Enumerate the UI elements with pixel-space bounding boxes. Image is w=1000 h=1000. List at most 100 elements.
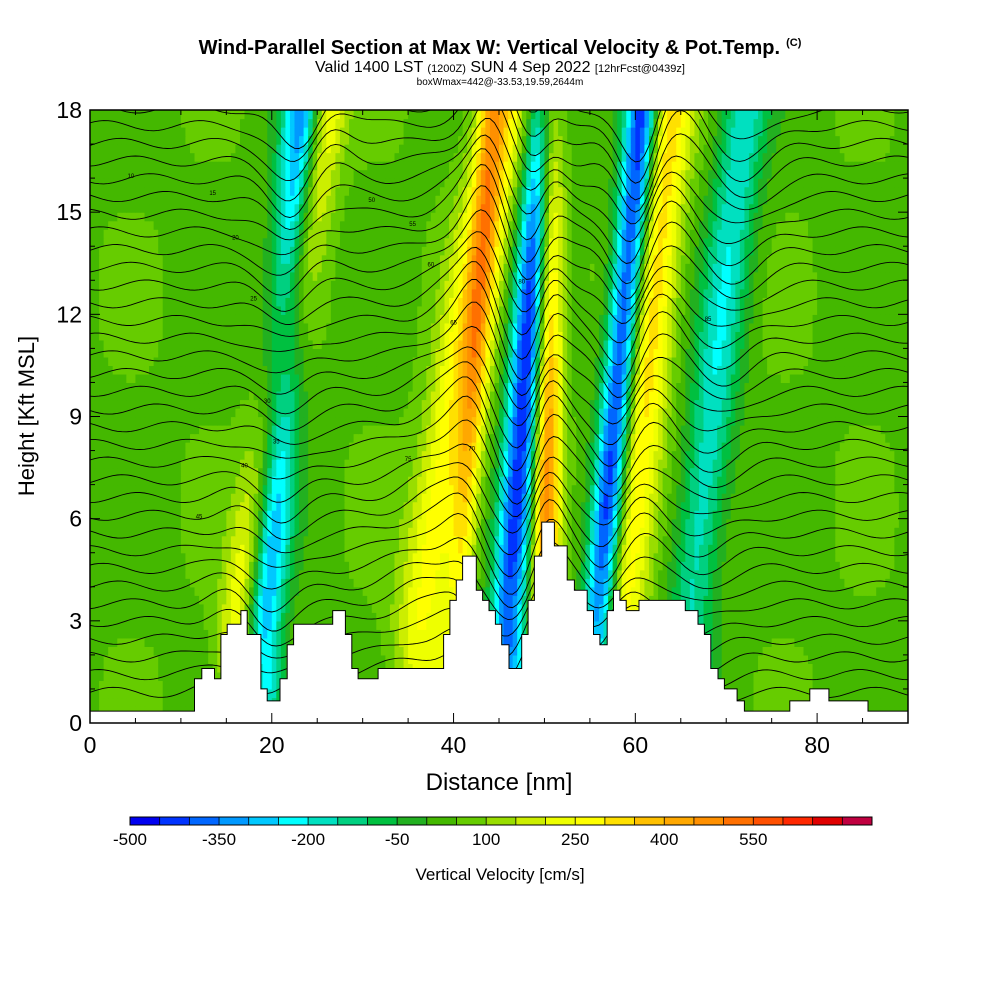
velocity-cell bbox=[426, 544, 432, 554]
velocity-cell bbox=[367, 671, 373, 682]
velocity-cell bbox=[508, 493, 514, 503]
velocity-cell bbox=[430, 646, 436, 656]
velocity-cell bbox=[485, 510, 491, 520]
velocity-cell bbox=[671, 578, 677, 588]
velocity-cell bbox=[139, 501, 146, 511]
velocity-cell bbox=[344, 518, 350, 528]
velocity-cell bbox=[230, 493, 237, 503]
velocity-cell bbox=[449, 595, 455, 605]
velocity-cell bbox=[349, 620, 355, 630]
velocity-cell bbox=[412, 535, 418, 545]
velocity-cell bbox=[430, 561, 436, 571]
velocity-cell bbox=[458, 561, 464, 571]
velocity-cell bbox=[844, 646, 850, 656]
velocity-cell bbox=[358, 510, 364, 520]
velocity-cell bbox=[744, 510, 750, 520]
velocity-cell bbox=[421, 510, 427, 520]
velocity-cell bbox=[730, 561, 736, 571]
velocity-cell bbox=[658, 510, 664, 520]
velocity-cell bbox=[199, 484, 205, 494]
velocity-cell bbox=[780, 629, 786, 639]
velocity-cell bbox=[335, 518, 341, 528]
velocity-cell bbox=[217, 518, 223, 528]
velocity-cell bbox=[494, 586, 500, 596]
velocity-cell bbox=[335, 595, 341, 605]
velocity-cell bbox=[480, 569, 486, 579]
velocity-cell bbox=[617, 493, 623, 503]
velocity-cell bbox=[739, 544, 745, 554]
velocity-cell bbox=[153, 620, 159, 630]
velocity-cell bbox=[499, 535, 505, 545]
velocity-cell bbox=[217, 637, 223, 647]
velocity-cell bbox=[826, 646, 832, 656]
velocity-cell bbox=[471, 493, 477, 503]
velocity-cell bbox=[826, 612, 832, 622]
velocity-cell bbox=[280, 569, 287, 579]
velocity-cell bbox=[285, 518, 291, 528]
velocity-cell bbox=[399, 620, 405, 630]
velocity-cell bbox=[117, 612, 123, 622]
velocity-cell bbox=[380, 501, 386, 511]
velocity-cell bbox=[412, 603, 418, 613]
velocity-cell bbox=[139, 637, 146, 647]
velocity-cell bbox=[199, 569, 205, 579]
velocity-cell bbox=[217, 561, 223, 571]
velocity-cell bbox=[658, 586, 664, 596]
velocity-cell bbox=[667, 569, 673, 579]
velocity-cell bbox=[589, 527, 596, 537]
velocity-cell bbox=[230, 535, 237, 545]
velocity-cell bbox=[885, 705, 891, 716]
velocity-cell bbox=[303, 578, 309, 588]
velocity-cell bbox=[208, 595, 214, 605]
velocity-cell bbox=[99, 578, 105, 588]
velocity-cell bbox=[735, 637, 741, 647]
velocity-cell bbox=[708, 552, 714, 562]
velocity-cell bbox=[762, 629, 768, 639]
velocity-cell bbox=[444, 595, 450, 605]
velocity-cell bbox=[648, 501, 655, 511]
velocity-cell bbox=[880, 527, 886, 537]
velocity-cell bbox=[144, 637, 150, 647]
velocity-cell bbox=[598, 561, 605, 571]
velocity-cell bbox=[271, 629, 277, 639]
velocity-cell bbox=[798, 620, 805, 630]
velocity-cell bbox=[153, 527, 159, 537]
velocity-cell bbox=[417, 544, 423, 554]
velocity-cell bbox=[753, 518, 759, 528]
velocity-cell bbox=[230, 612, 237, 622]
velocity-cell bbox=[867, 654, 873, 664]
velocity-cell bbox=[762, 518, 768, 528]
velocity-cell bbox=[748, 697, 755, 707]
velocity-cell bbox=[748, 680, 755, 690]
velocity-cell bbox=[267, 680, 273, 690]
velocity-cell bbox=[280, 578, 287, 588]
velocity-cell bbox=[117, 629, 123, 639]
velocity-cell bbox=[512, 561, 518, 571]
velocity-cell bbox=[403, 510, 409, 520]
velocity-cell bbox=[144, 586, 150, 596]
velocity-cell bbox=[885, 654, 891, 664]
velocity-cell bbox=[153, 697, 159, 707]
velocity-cell bbox=[848, 586, 855, 596]
velocity-cell bbox=[848, 510, 855, 520]
velocity-cell bbox=[853, 680, 859, 690]
velocity-cell bbox=[239, 518, 246, 528]
velocity-cell bbox=[185, 578, 191, 588]
velocity-cell bbox=[521, 578, 527, 588]
velocity-cell bbox=[698, 535, 705, 545]
velocity-cell bbox=[158, 637, 164, 647]
velocity-cell bbox=[380, 484, 386, 494]
velocity-cell bbox=[521, 561, 527, 571]
velocity-cell bbox=[726, 603, 732, 613]
velocity-cell bbox=[894, 535, 900, 545]
velocity-cell bbox=[735, 535, 741, 545]
velocity-cell bbox=[90, 586, 96, 596]
velocity-cell bbox=[830, 501, 836, 511]
velocity-cell bbox=[667, 510, 673, 520]
velocity-cell bbox=[189, 510, 196, 520]
velocity-cell bbox=[171, 705, 177, 716]
velocity-cell bbox=[176, 595, 182, 605]
velocity-cell bbox=[367, 586, 373, 596]
velocity-cell bbox=[208, 518, 214, 528]
velocity-cell bbox=[903, 688, 908, 699]
